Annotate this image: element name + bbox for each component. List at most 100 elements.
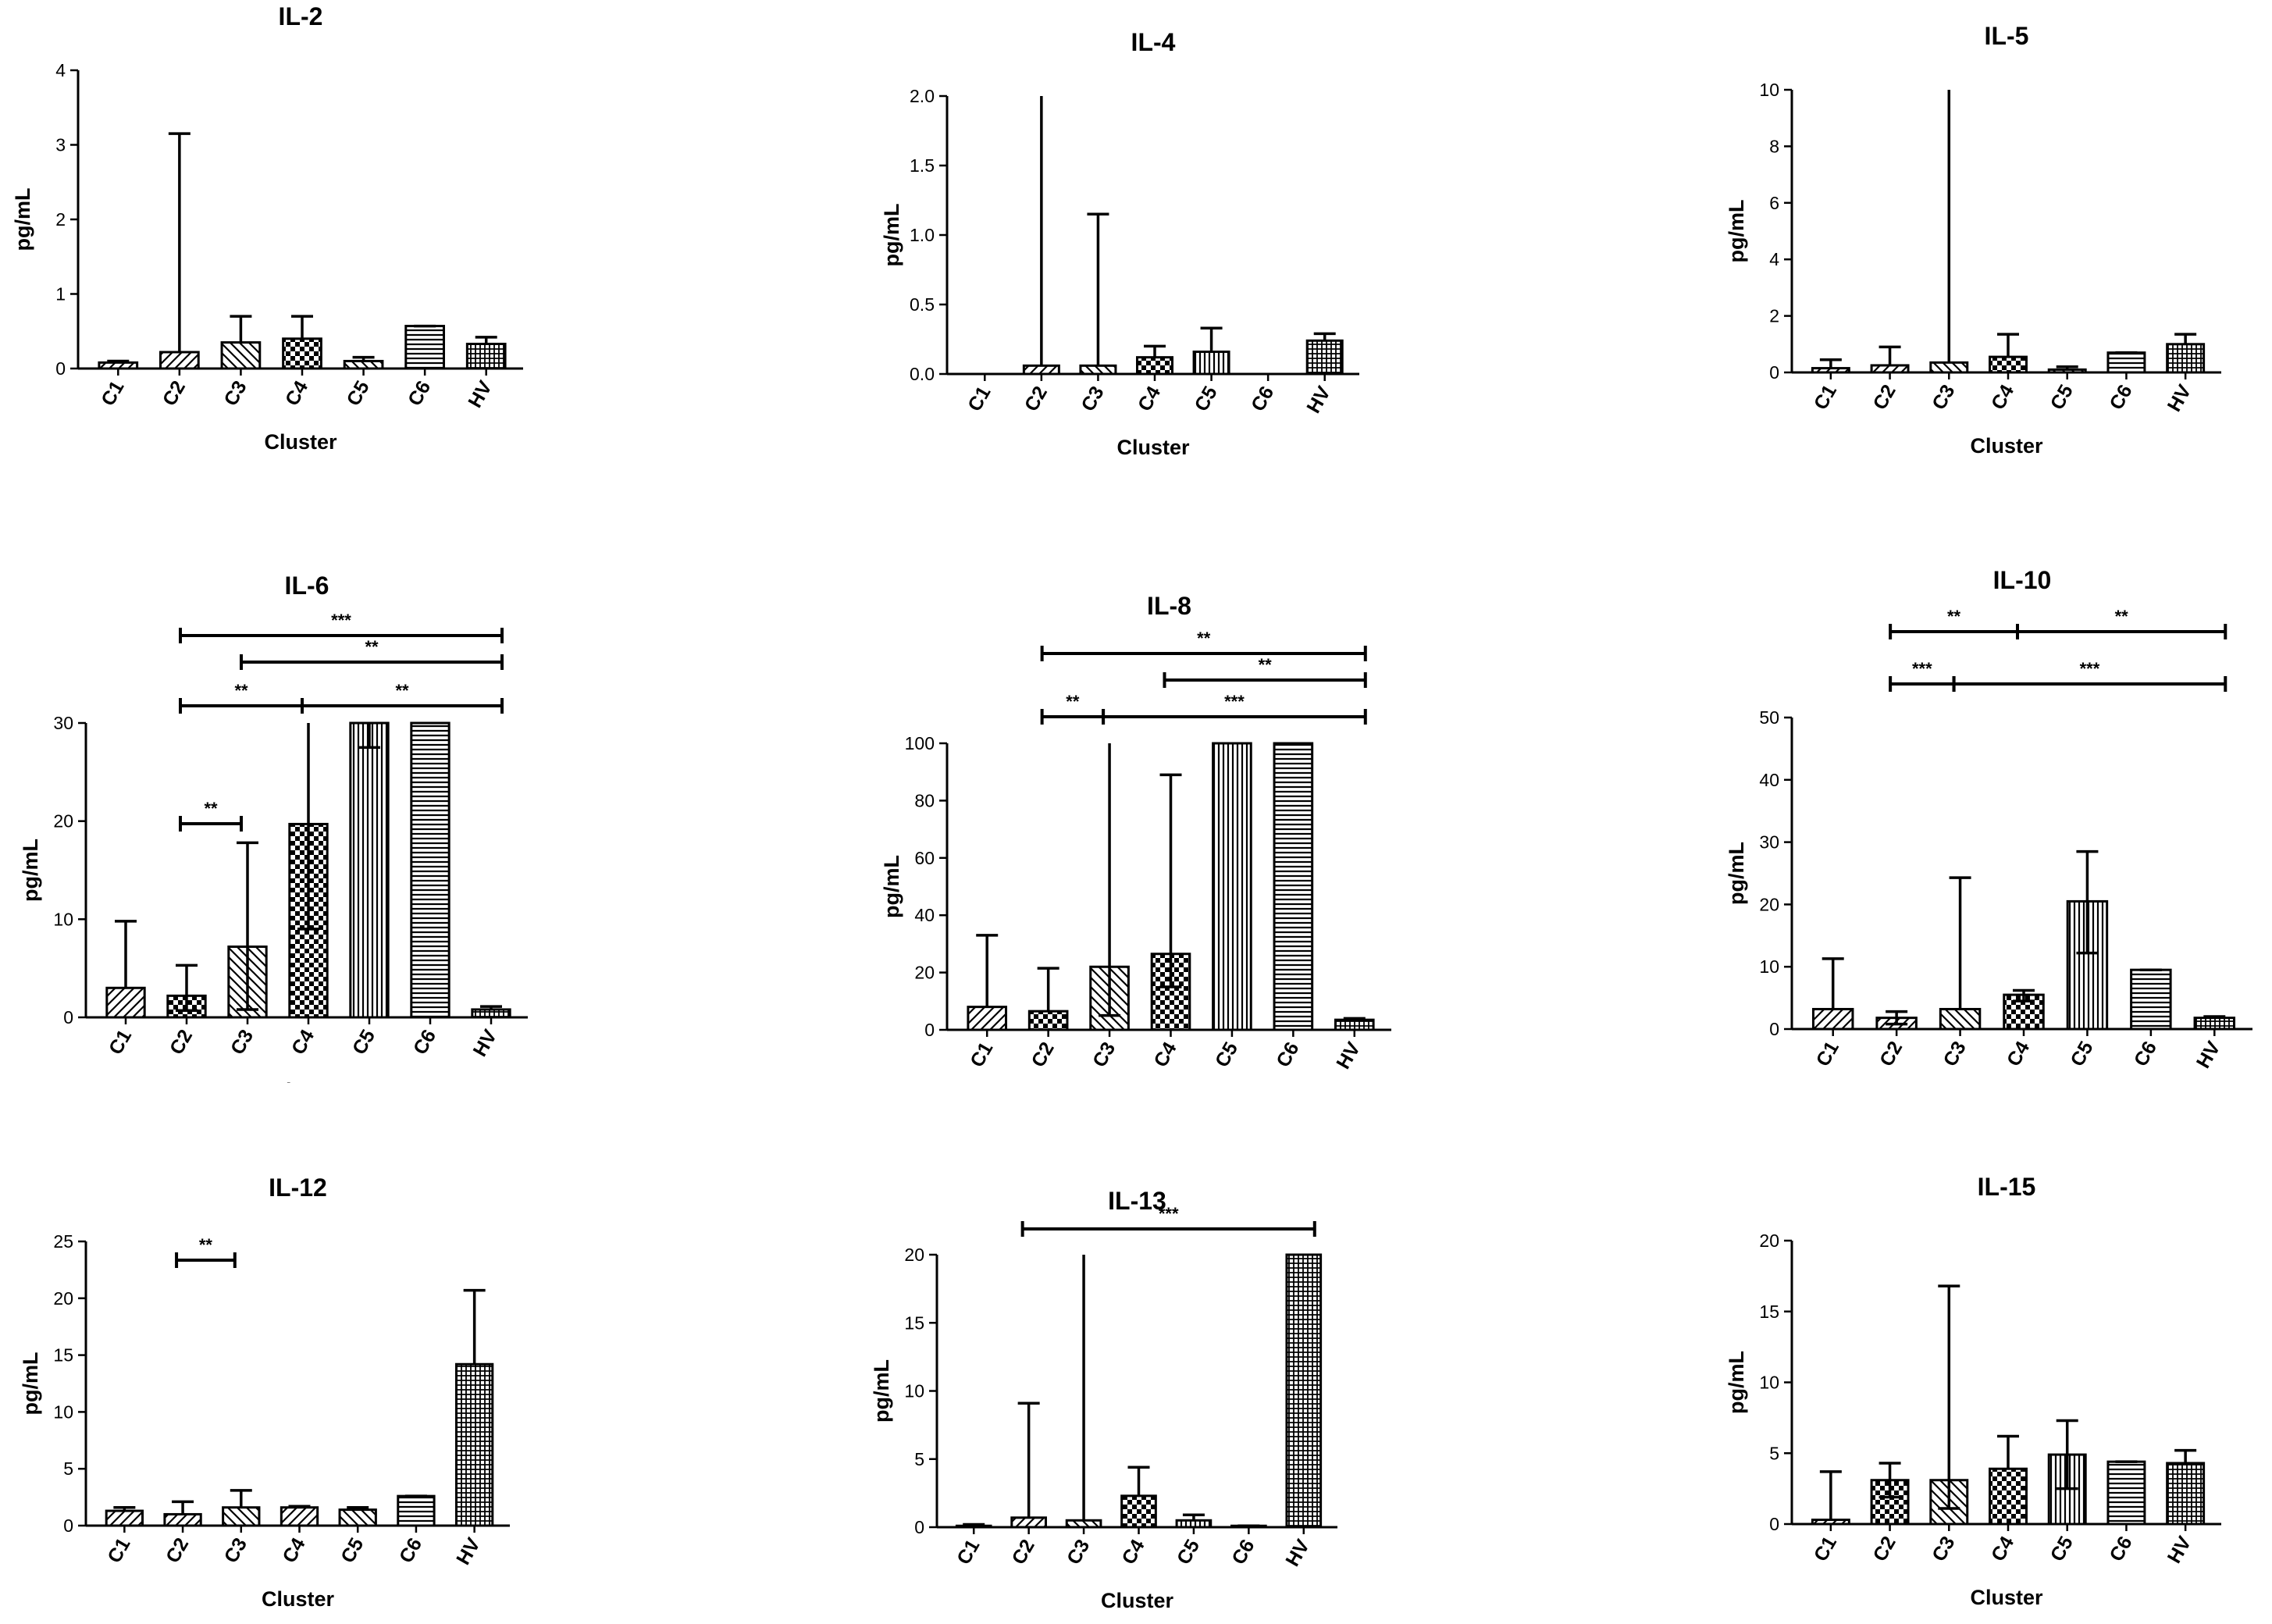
x-tick-label-c1: C1 — [105, 1026, 136, 1059]
x-tick-label-c5: C5 — [337, 1534, 368, 1567]
bar-c6 — [2130, 968, 2172, 1031]
error-bar-hv — [475, 336, 497, 344]
x-tick-label-c4: C4 — [287, 1026, 319, 1059]
x-tick-label-hv: HV — [1281, 1536, 1314, 1570]
panel-il-5: IL-5 0 2 4 6 8 10 C1 C2 C3 C4 C5 C6 HV Cluster pg/mL — [1725, 22, 2221, 458]
x-tick-label-c1: C1 — [1810, 381, 1841, 414]
error-bar-hv — [2174, 333, 2197, 344]
x-tick-label-c6: C6 — [404, 377, 435, 410]
x-tick-label-c3: C3 — [1077, 383, 1108, 415]
error-bar-c5 — [1182, 1513, 1205, 1521]
x-tick-label-c5: C5 — [1173, 1536, 1204, 1569]
bar-c3 — [220, 341, 262, 370]
y-axis-label: pg/mL — [1725, 1351, 1748, 1414]
y-tick-label: 60 — [914, 848, 935, 868]
significance-bracket: *** — [1020, 1204, 1316, 1237]
error-bar-c1 — [113, 1505, 136, 1512]
error-bar-c1 — [963, 1522, 985, 1526]
x-tick-label-c4: C4 — [1117, 1536, 1148, 1569]
bar-c4 — [1136, 356, 1173, 376]
chart-title: IL-6 — [285, 572, 329, 600]
bar-c1 — [105, 986, 146, 1019]
bar-hv — [2193, 1017, 2236, 1031]
x-tick-label-c6: C6 — [1272, 1038, 1303, 1071]
x-axis-label: Cluster — [270, 1079, 344, 1083]
y-tick-label: 0 — [1769, 362, 1779, 383]
x-tick-label-c2: C2 — [1008, 1536, 1039, 1569]
bar-c2 — [1027, 1010, 1069, 1031]
x-tick-label-hv: HV — [2163, 381, 2196, 415]
bar-c3 — [222, 1506, 261, 1527]
y-tick-label: 20 — [1759, 894, 1779, 914]
x-tick-label-c2: C2 — [1869, 1533, 1900, 1565]
significance-bracket: *** — [1952, 659, 2227, 692]
error-bar-c4 — [1997, 333, 2019, 358]
y-tick-label: 10 — [904, 1381, 924, 1401]
x-tick-label-c3: C3 — [1939, 1038, 1971, 1070]
bar-c4 — [1120, 1494, 1157, 1529]
y-tick-label: 0 — [63, 1007, 73, 1027]
x-tick-label-c3: C3 — [220, 1534, 251, 1567]
x-tick-label-c4: C4 — [1149, 1038, 1181, 1071]
error-bar-c1 — [107, 359, 130, 363]
y-tick-label: 2 — [55, 209, 66, 230]
y-tick-label: 40 — [1759, 770, 1779, 790]
significance-bracket: ** — [1040, 692, 1106, 725]
error-bar-c3 — [1099, 743, 1121, 1017]
bar-c6 — [2106, 1460, 2146, 1526]
y-tick-label: 20 — [53, 1288, 73, 1309]
x-tick-label-c1: C1 — [963, 383, 995, 415]
x-tick-label-c5: C5 — [348, 1026, 379, 1059]
error-bar-c2 — [176, 963, 198, 1012]
y-tick-label: 30 — [1759, 832, 1779, 853]
x-axis-label: Cluster — [262, 1587, 335, 1611]
error-bar-hv — [2203, 1015, 2226, 1018]
significance-label: ** — [199, 1235, 213, 1255]
significance-label: *** — [331, 611, 351, 630]
bar-c1 — [105, 1509, 144, 1527]
bar-c6 — [2106, 351, 2146, 374]
bar-c6 — [397, 1494, 436, 1527]
y-tick-label: 0 — [63, 1515, 73, 1536]
panel-il-12: IL-12 0 5 10 15 20 25 C1 C2 C3 C4 C5 C6 HV Cluster pg/m… — [19, 1173, 510, 1611]
error-bar-c2 — [1878, 1462, 1901, 1499]
significance-bracket: ** — [175, 1235, 237, 1268]
y-tick-label: 20 — [1759, 1230, 1779, 1251]
bar-c2 — [1022, 364, 1060, 376]
bar-c1 — [1811, 1007, 1854, 1031]
y-axis-label: pg/mL — [880, 855, 903, 918]
error-bar-c5 — [347, 1505, 369, 1510]
error-bar-c5 — [2056, 1419, 2078, 1490]
y-tick-label: 20 — [914, 963, 935, 983]
bar-hv — [1334, 1018, 1375, 1031]
error-bar-c1 — [1819, 1470, 1842, 1520]
significance-bracket: ** — [179, 681, 304, 714]
y-tick-label: 20 — [904, 1245, 924, 1265]
error-bar-c2 — [172, 1500, 194, 1515]
x-tick-label-hv: HV — [469, 1026, 502, 1060]
x-axis-label: Cluster — [1101, 1589, 1174, 1612]
panel-il-2: IL-2 0 1 2 3 4 C1 C2 C3 C4 C5 C6 HV Cluster pg/mL — [11, 2, 523, 454]
significance-bracket: ** — [301, 681, 504, 714]
error-bar-c5 — [352, 355, 375, 361]
significance-label: *** — [1224, 692, 1245, 711]
x-tick-label-c1: C1 — [97, 377, 128, 410]
y-tick-label: 4 — [55, 60, 66, 80]
bar-c4 — [1989, 1467, 2028, 1526]
error-bar-c4 — [1159, 773, 1182, 988]
x-tick-label-c3: C3 — [1928, 1533, 1959, 1565]
x-tick-label-c1: C1 — [953, 1536, 984, 1569]
y-axis-label: pg/mL — [19, 839, 42, 902]
x-tick-label-c5: C5 — [343, 377, 374, 410]
error-bar-hv — [1313, 332, 1336, 341]
chart-title: IL-15 — [1978, 1173, 2036, 1201]
significance-label: ** — [1259, 655, 1273, 675]
x-tick-label-c2: C2 — [166, 1026, 197, 1059]
x-tick-label-c3: C3 — [1063, 1536, 1094, 1569]
x-tick-label-c3: C3 — [1088, 1038, 1120, 1071]
error-bar-c3 — [230, 315, 252, 343]
bar-c4 — [1989, 355, 2028, 374]
bar-hv — [2166, 1462, 2206, 1526]
x-tick-label-c1: C1 — [1810, 1533, 1841, 1565]
error-bar-c4 — [288, 1505, 311, 1508]
